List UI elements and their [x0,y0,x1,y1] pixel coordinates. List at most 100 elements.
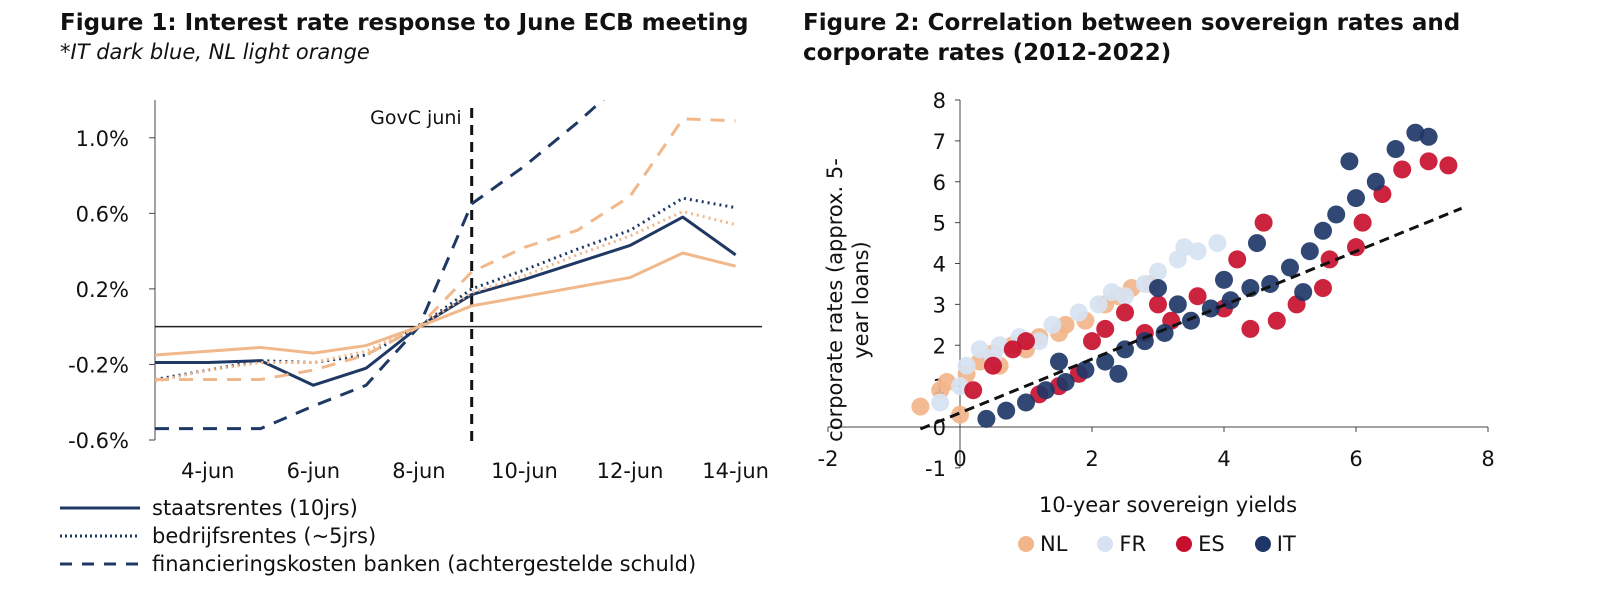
legend-item-nl: NL [1018,532,1067,556]
scatter-point-it [1294,283,1313,302]
scatter-point-it [1056,373,1075,392]
legend-item-staatsrentes: staatsrentes (10jrs) [60,494,696,522]
figure-1-panel: Figure 1: Interest rate response to June… [0,0,790,594]
x-tick-label: -2 [818,447,839,471]
scatter-point-es [1419,152,1438,171]
y-tick-label: -1 [925,457,946,481]
scatter-point-fr [1030,332,1049,351]
scatter-point-nl [1056,315,1075,334]
legend-dot-es-icon [1176,536,1193,552]
x-tick-label: 8-jun [392,459,445,483]
series-line-solid-it [155,215,737,387]
scatter-point-it [1155,323,1174,342]
y-axis-label-line-1: corporate rates (approx. 5- [823,158,847,442]
scatter-point-fr [1102,283,1121,302]
scatter-point-it [1182,311,1200,330]
y-tick-label: 8 [933,89,946,113]
scatter-point-it [1340,152,1359,171]
x-tick-label: 4-jun [181,459,234,483]
legend-item-es: ES [1176,532,1225,556]
y-tick-label: 1.0% [76,127,129,151]
scatter-point-es [1228,250,1247,269]
series-group [155,100,737,431]
y-tick-label: 7 [933,130,946,154]
y-tick-label: 6 [933,171,946,195]
y-tick-label: 5 [933,212,946,236]
x-tick-label: 4 [1217,447,1230,471]
scatter-point-fr [1208,234,1227,253]
scatter-point-it [1419,127,1438,146]
scatter-point-fr [1043,315,1062,334]
legend-item-fr: FR [1097,532,1146,556]
y-axis-label-line-2: year loans) [849,241,873,359]
series-line-dotted-it [155,196,736,382]
scatter-point-it [997,401,1016,420]
legend-item-financieringskosten: financieringskosten banken (achtergestel… [60,550,696,578]
scatter-point-it [1347,189,1365,208]
figure-1-legend: staatsrentes (10jrs) bedrijfsrentes (~5j… [60,494,696,578]
trendline [919,206,1463,431]
scatter-point-it [1149,279,1167,298]
scatter-series-it [977,123,1438,428]
legend-label-it: IT [1276,532,1296,556]
scatter-point-es [1314,279,1332,298]
legend-dotted-line-icon [60,534,140,538]
scatter-point-es [1241,319,1260,338]
scatter-point-it [1248,234,1266,253]
scatter-point-fr [970,340,989,359]
legend-label-nl: NL [1040,532,1068,556]
x-tick-label: 14-jun [702,459,769,483]
scatter-point-es [1267,311,1286,330]
x-tick-label: 10-jun [491,459,558,483]
scatter-point-it [1017,393,1035,412]
figure-2-title-line-1: Figure 2: Correlation between sovereign … [803,10,1461,36]
y-tick-label: 4 [933,253,946,277]
legend-label-staatsrentes: staatsrentes (10jrs) [152,496,358,520]
scatter-point-es [1254,213,1273,232]
scatter-point-it [1109,364,1128,383]
scatter-point-fr [1149,262,1167,281]
scatter-point-es [984,356,1002,375]
legend-label-fr: FR [1119,532,1147,556]
legend-dashed-line-icon [60,562,140,566]
scatter-point-es [1149,295,1167,314]
legend-label-bedrijfsrentes: bedrijfsrentes (~5jrs) [152,524,377,548]
scatter-point-es [964,381,983,400]
y-tick-label: -0.2% [68,353,129,377]
figure-1-subtitle: *IT dark blue, NL light orange [60,40,370,64]
x-tick-label: 0 [953,447,966,471]
y-axis-label: corporate rates (approx. 5-year loans) [823,158,873,442]
scatter-point-es [1188,287,1207,306]
scatter-point-fr [931,393,950,412]
figure-2-legend: NL FR ES IT [1018,532,1326,556]
legend-item-bedrijfsrentes: bedrijfsrentes (~5jrs) [60,522,696,550]
legend-dot-nl-icon [1018,536,1034,552]
scatter-point-es [1017,332,1035,351]
y-tick-label: -0.6% [68,429,129,453]
legend-label-financieringskosten: financieringskosten banken (achtergestel… [152,552,697,576]
x-tick-label: 6-jun [287,459,340,483]
scatter-point-fr [1175,238,1194,257]
x-tick-label: 6 [1349,447,1362,471]
legend-dot-fr-icon [1097,536,1114,552]
scatter-point-it [1386,140,1405,159]
y-tick-label: 0.2% [76,278,129,302]
figure-1-title: Figure 1: Interest rate response to June… [60,10,749,36]
series-line-dashed-it [155,100,605,431]
scatter-point-it [1300,242,1319,261]
scatter-point-es [1003,340,1022,359]
scatter-point-fr [1069,303,1088,322]
scatter-point-it [1036,381,1055,400]
y-tick-label: 0.6% [76,202,129,226]
scatter-point-es [1083,332,1101,351]
x-tick-label: 2 [1085,447,1098,471]
series-line-dashed-nl [155,117,736,382]
scatter-point-fr [957,356,976,375]
scatter-point-it [1215,270,1233,289]
scatter-point-es [1439,156,1458,175]
figure-2-title-line-2: corporate rates (2012-2022) [803,40,1172,66]
scatter-point-es [1116,303,1134,322]
y-tick-label: 3 [933,293,946,317]
scatter-point-nl [951,405,969,424]
